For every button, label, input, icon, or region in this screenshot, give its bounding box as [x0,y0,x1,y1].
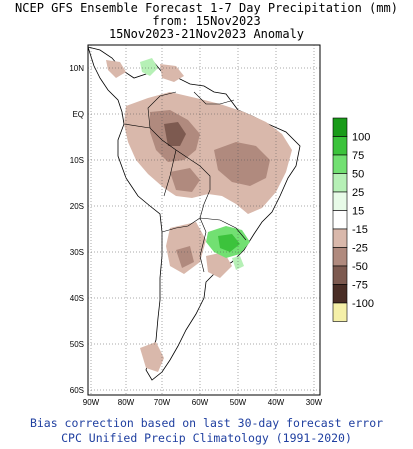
latitude-labels: 10N EQ 10S 20S 30S 40S 50S 60S [69,64,84,395]
legend-color-box [332,117,348,137]
latitude-tick-label: 60S [70,386,84,395]
longitude-tick-label: 30W [306,398,323,407]
legend-color-box [332,265,348,285]
legend-label: -15 [352,224,368,236]
longitude-tick-label: 40W [268,398,285,407]
map-title-line3: 15Nov2023-21Nov2023 Anomaly [108,27,305,41]
legend-label: -75 [352,280,368,292]
legend-color-box [332,154,348,174]
map-title-line2: from: 15Nov2023 [152,14,261,28]
legend-label: 15 [352,206,364,218]
longitude-tick-label: 90W [83,398,100,407]
legend-label: 25 [352,187,364,199]
color-legend: 100 75 50 25 15 -15 -25 -50 -75 -100 [332,117,374,322]
map-title-line1: NCEP GFS Ensemble Forecast 1-7 Day Preci… [15,1,398,15]
longitude-tick-label: 50W [230,398,247,407]
legend-color-box [332,302,348,322]
legend-label: -100 [352,298,374,310]
legend-color-box [332,210,348,230]
legend-color-box [332,173,348,193]
latitude-tick-label: 40S [70,294,84,303]
latitude-tick-label: 10S [70,156,84,165]
legend-label: -25 [352,243,368,255]
wet-anomaly-areas [140,58,250,270]
legend-color-box [332,136,348,156]
longitude-tick-label: 80W [118,398,135,407]
legend-label: 75 [352,150,364,162]
legend-color-box [332,284,348,304]
latitude-tick-label: 50S [70,340,84,349]
longitude-tick-label: 70W [154,398,171,407]
latitude-tick-label: EQ [72,110,84,119]
map-frame [87,44,321,396]
legend-color-box [332,247,348,267]
map-gridlines [88,45,320,395]
latitude-tick-label: 10N [69,64,84,73]
legend-label: 50 [352,169,364,181]
legend-color-box [332,191,348,211]
legend-label: 100 [352,132,370,144]
legend-color-box [332,228,348,248]
footer-line1: Bias correction based on last 30-day for… [29,416,384,430]
legend-label: -50 [352,261,368,273]
dry-anomaly-areas [106,60,292,372]
longitude-labels: 90W 80W 70W 60W 50W 40W 30W [83,398,323,407]
latitude-tick-label: 20S [70,202,84,211]
footer-line2: CPC Unified Precip Climatology (1991-202… [61,431,352,445]
latitude-tick-label: 30S [70,248,84,257]
longitude-tick-label: 60W [192,398,209,407]
